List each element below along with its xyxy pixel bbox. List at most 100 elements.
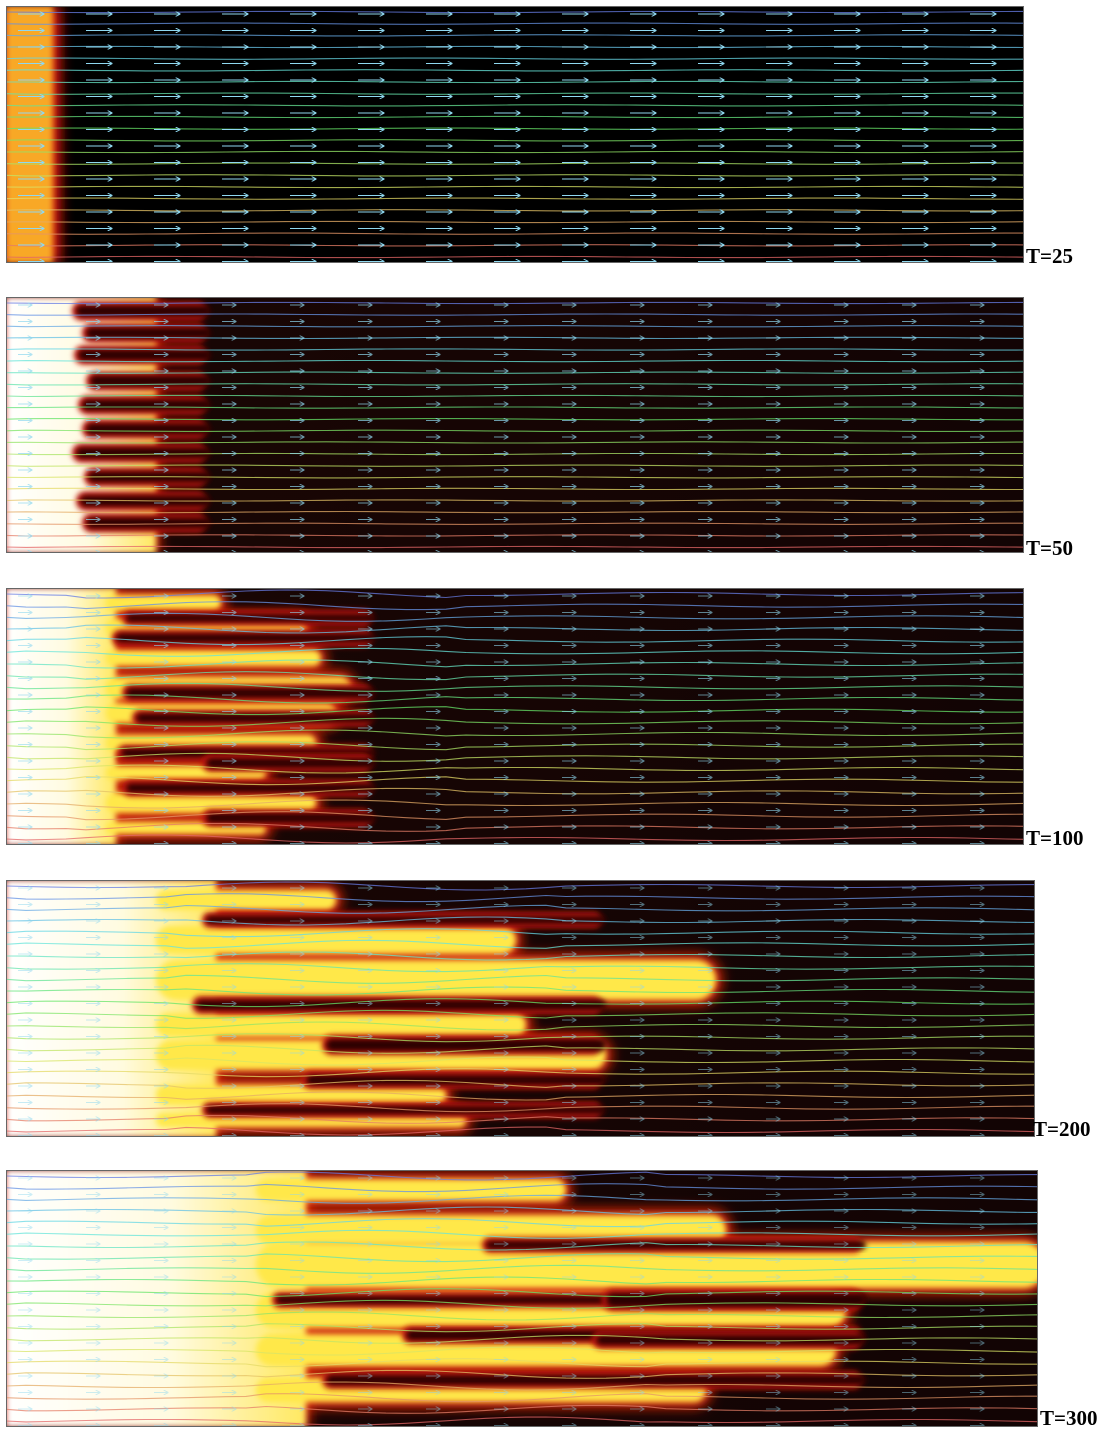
intrusion (326, 1039, 606, 1051)
streamline (6, 1253, 1038, 1263)
finger (156, 1085, 446, 1105)
streamline (6, 1126, 1035, 1136)
streamline (6, 671, 1024, 681)
intrusion (306, 1075, 606, 1085)
streamline (6, 1056, 1035, 1066)
streamline (6, 764, 1024, 774)
streamline (6, 951, 1035, 961)
streamline (6, 313, 1024, 316)
streamline (6, 115, 1024, 119)
streamline (6, 174, 1024, 177)
intrusion (86, 327, 211, 339)
streamline (6, 647, 1024, 657)
streamline (6, 1323, 1038, 1333)
streamline (6, 1393, 1038, 1403)
streamline (6, 706, 1024, 716)
streamline (6, 928, 1035, 938)
streamline (6, 1068, 1035, 1078)
streamline (6, 1033, 1035, 1043)
streamline (6, 939, 1035, 949)
intrusion (116, 633, 376, 643)
intrusion (196, 1000, 606, 1010)
streamline (6, 1358, 1038, 1368)
panel-frame (6, 880, 1035, 1137)
streamline (6, 998, 1035, 1008)
finger (256, 1179, 566, 1201)
panel-frame (6, 588, 1024, 845)
streamline (6, 986, 1035, 996)
streamline (6, 359, 1024, 363)
streamline (6, 963, 1035, 973)
streamline (6, 301, 1024, 305)
streamline (6, 22, 1024, 25)
panel-frame (6, 1170, 1038, 1427)
time-label: T=300 (1040, 1406, 1097, 1430)
streamline (6, 1171, 1038, 1181)
streamline (6, 811, 1024, 821)
streamline (6, 1334, 1038, 1344)
streamline (6, 624, 1024, 634)
streamline (6, 476, 1024, 479)
streamline (6, 34, 1024, 37)
streamline (6, 545, 1024, 549)
streamline (6, 1299, 1038, 1309)
streamline (6, 1404, 1038, 1414)
streamline (6, 104, 1024, 107)
streamline (6, 1114, 1035, 1124)
streamline (6, 348, 1024, 351)
intrusion (86, 517, 211, 529)
streamline (6, 694, 1024, 704)
streamline (6, 1346, 1038, 1356)
streamline (6, 717, 1024, 727)
streamline (6, 904, 1035, 914)
streamline (6, 1009, 1035, 1019)
streamline (6, 139, 1024, 142)
streamline (6, 232, 1024, 235)
streamline (6, 682, 1024, 692)
streamline (6, 822, 1024, 832)
intrusion (86, 423, 211, 435)
streamline (6, 255, 1024, 259)
streamline (6, 1288, 1038, 1298)
snapshot-panel (6, 588, 1024, 845)
streamline (6, 776, 1024, 786)
panel-frame (6, 297, 1024, 553)
streamline (6, 452, 1024, 456)
streamline (6, 974, 1035, 984)
streamline (6, 1416, 1038, 1426)
streamline (6, 220, 1024, 224)
streamline (6, 1044, 1035, 1054)
time-label: T=100 (1026, 826, 1083, 850)
intrusion (326, 1375, 866, 1385)
streamline (6, 429, 1024, 432)
streamline (6, 729, 1024, 739)
finger (256, 1242, 1038, 1288)
streamline (6, 1079, 1035, 1089)
streamline (6, 659, 1024, 669)
snapshot-panel (6, 1170, 1038, 1427)
streamline (6, 406, 1024, 409)
time-label: T=50 (1026, 536, 1073, 560)
streamline (6, 1369, 1038, 1379)
streamline (6, 197, 1024, 200)
displacing-fluid (6, 6, 53, 263)
streamline (6, 371, 1024, 374)
streamline (6, 1311, 1038, 1321)
streamline (6, 1241, 1038, 1251)
streamline (6, 893, 1035, 903)
intrusion (76, 447, 211, 459)
streamline (6, 522, 1024, 525)
intrusion (126, 688, 376, 698)
snapshot-panel (6, 880, 1035, 1137)
finger (106, 595, 221, 611)
time-label: T=200 (1033, 1117, 1090, 1141)
streamline (6, 1276, 1038, 1286)
finger (156, 926, 516, 954)
streamline (6, 394, 1024, 398)
streamline (6, 1264, 1038, 1274)
streamline (6, 834, 1024, 844)
streamline (6, 752, 1024, 762)
intrusion (606, 1293, 866, 1307)
